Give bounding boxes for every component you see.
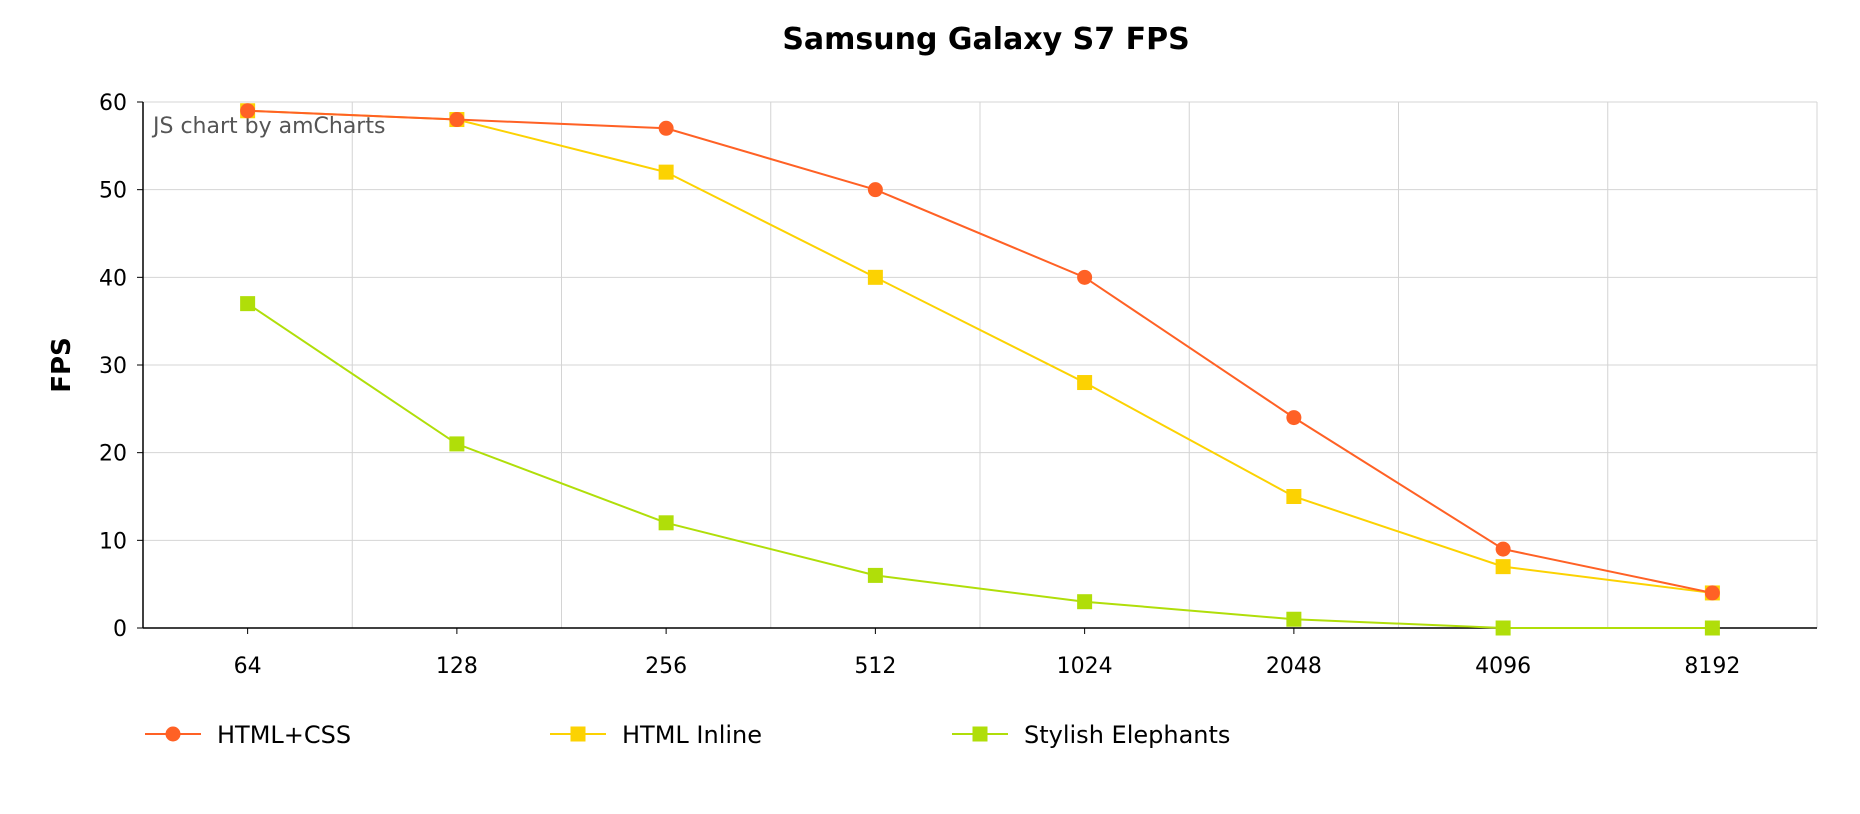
y-tick-label: 20 [99, 442, 127, 467]
axes: 0 10 20 30 40 50 60 64 128 256 512 1024 2048 4096 8192 [99, 91, 1817, 679]
legend-item[interactable]: Stylish Elephants [952, 721, 1230, 749]
data-point[interactable] [658, 120, 674, 136]
data-point[interactable] [1495, 620, 1511, 636]
y-tick-label: 40 [99, 266, 127, 291]
data-point[interactable] [1077, 269, 1093, 285]
x-tick-label: 128 [436, 654, 478, 679]
legend-label: HTML Inline [622, 721, 762, 749]
data-point[interactable] [449, 436, 465, 452]
data-point[interactable] [1704, 585, 1720, 601]
x-tick-label: 2048 [1266, 654, 1322, 679]
data-point[interactable] [1286, 611, 1302, 627]
data-point[interactable] [240, 296, 256, 312]
legend-marker [165, 726, 181, 742]
series-stylish-elephants [240, 296, 1720, 636]
x-tick-label: 512 [854, 654, 896, 679]
data-point[interactable] [1495, 559, 1511, 575]
data-point[interactable] [1077, 375, 1093, 391]
data-point[interactable] [449, 112, 465, 128]
x-tick-label: 64 [234, 654, 262, 679]
legend-label: HTML+CSS [217, 721, 351, 749]
legend-marker [570, 726, 586, 742]
y-tick-label: 50 [99, 179, 127, 204]
y-axis-title: FPS [47, 337, 77, 393]
data-point[interactable] [867, 567, 883, 583]
y-tick-label: 0 [113, 617, 127, 642]
series-line [247, 109, 1713, 594]
data-point[interactable] [1286, 410, 1302, 426]
series-line [247, 302, 1713, 629]
data-point[interactable] [658, 164, 674, 180]
x-tick-label: 256 [645, 654, 687, 679]
series-layer [240, 103, 1720, 636]
series-line [247, 109, 1713, 594]
legend-marker [972, 726, 988, 742]
y-tick-label: 30 [99, 354, 127, 379]
series-html-css [240, 103, 1720, 601]
data-point[interactable] [867, 182, 883, 198]
data-point[interactable] [658, 515, 674, 531]
data-point[interactable] [1704, 620, 1720, 636]
chart-title: Samsung Galaxy S7 FPS [782, 22, 1189, 57]
data-point[interactable] [240, 103, 256, 119]
legend: HTML+CSS HTML Inline Stylish Elephants [145, 721, 1230, 749]
credit-label[interactable]: JS chart by amCharts [151, 114, 385, 139]
x-tick-label: 4096 [1475, 654, 1531, 679]
y-tick-label: 60 [99, 91, 127, 116]
data-point[interactable] [1495, 541, 1511, 557]
x-tick-label: 1024 [1057, 654, 1113, 679]
data-point[interactable] [1077, 594, 1093, 610]
legend-item[interactable]: HTML Inline [550, 721, 762, 749]
x-tick-label: 8192 [1684, 654, 1740, 679]
data-point[interactable] [1286, 489, 1302, 504]
data-point[interactable] [867, 269, 883, 285]
grid [142, 101, 1818, 628]
legend-item[interactable]: HTML+CSS [145, 721, 351, 749]
y-tick-label: 10 [99, 529, 127, 554]
legend-label: Stylish Elephants [1024, 721, 1230, 749]
